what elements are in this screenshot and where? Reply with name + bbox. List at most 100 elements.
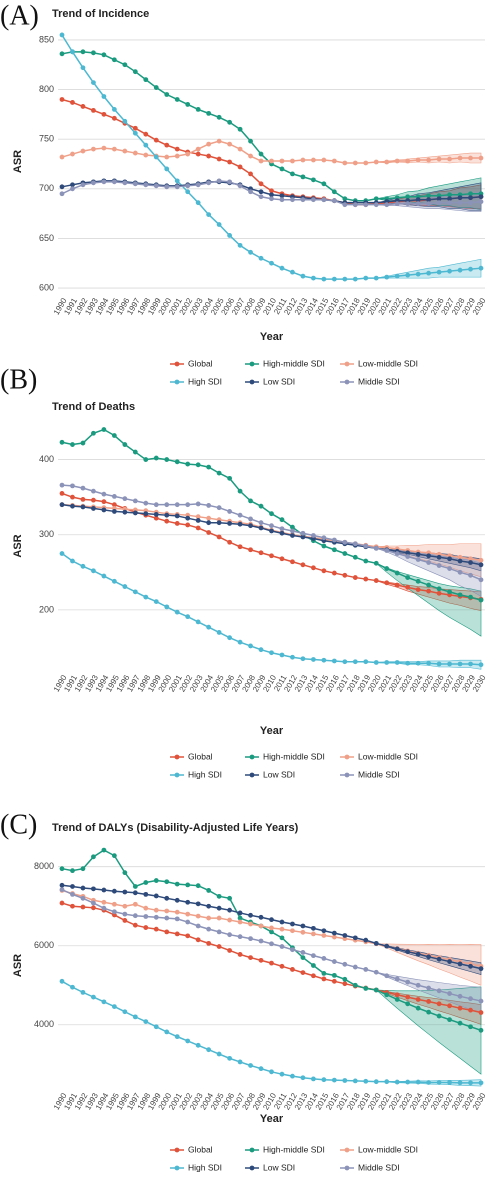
data-point <box>153 137 159 143</box>
y-tick-label: 800 <box>39 84 54 94</box>
data-point <box>394 997 400 1002</box>
data-point <box>468 560 473 565</box>
data-point <box>321 928 327 934</box>
data-point <box>269 917 274 923</box>
data-point <box>80 440 86 446</box>
legend-swatch <box>174 1165 180 1171</box>
legend-swatch <box>344 379 350 385</box>
data-point <box>195 923 201 929</box>
data-point <box>352 935 358 941</box>
data-point <box>468 1080 473 1086</box>
data-point <box>373 159 379 165</box>
data-point <box>478 662 484 668</box>
data-point <box>70 868 75 874</box>
data-point <box>426 197 432 203</box>
data-point <box>143 905 149 911</box>
data-point <box>363 160 369 166</box>
data-point <box>237 544 243 550</box>
data-point <box>101 507 107 513</box>
data-point <box>290 158 295 164</box>
data-point <box>216 915 222 921</box>
data-point <box>206 624 212 630</box>
legend-swatch <box>344 1147 350 1153</box>
data-point <box>143 182 149 188</box>
data-point <box>258 525 264 531</box>
data-point <box>132 589 138 595</box>
data-point <box>227 233 233 238</box>
data-point <box>426 201 432 207</box>
legend-label: Middle SDI <box>358 769 400 779</box>
data-point <box>384 943 390 949</box>
data-point <box>80 563 86 569</box>
data-point <box>227 895 233 901</box>
data-point <box>59 978 65 984</box>
data-point <box>258 647 264 653</box>
data-point <box>80 885 86 891</box>
data-point <box>70 49 75 55</box>
data-point <box>143 891 149 897</box>
data-point <box>174 1034 180 1040</box>
data-point <box>447 156 452 162</box>
data-point <box>132 181 138 187</box>
data-point <box>258 189 264 195</box>
data-point <box>279 265 285 271</box>
legend-label: Low-middle SDI <box>358 1144 418 1154</box>
data-point <box>394 976 400 982</box>
data-point <box>227 917 233 923</box>
data-point <box>185 189 191 195</box>
data-point <box>91 854 96 860</box>
data-point <box>59 32 65 38</box>
data-point <box>426 582 432 588</box>
data-point <box>405 1079 411 1085</box>
data-point <box>373 940 379 946</box>
data-point <box>436 156 442 162</box>
data-point <box>132 498 138 504</box>
data-point <box>216 138 222 144</box>
data-point <box>394 992 400 998</box>
data-point <box>111 1004 117 1009</box>
data-point <box>101 899 107 905</box>
data-point <box>373 202 379 208</box>
data-point <box>164 1029 170 1035</box>
data-point <box>185 502 191 508</box>
data-point <box>269 553 274 559</box>
data-point <box>405 979 411 985</box>
data-point <box>101 111 107 117</box>
legend-swatch <box>344 772 350 778</box>
data-point <box>279 652 285 658</box>
data-point <box>195 151 201 157</box>
data-point <box>258 520 264 526</box>
data-point <box>111 433 117 438</box>
data-point <box>373 987 379 993</box>
data-point <box>415 197 421 203</box>
data-point <box>342 276 348 282</box>
data-point <box>185 1038 191 1044</box>
data-point <box>311 973 316 979</box>
data-point <box>122 889 128 895</box>
data-point <box>447 192 452 198</box>
data-point <box>311 565 316 571</box>
data-point <box>248 189 253 195</box>
data-point <box>111 115 117 121</box>
data-point <box>185 151 191 157</box>
data-point <box>269 960 274 966</box>
data-point <box>373 578 379 583</box>
data-point <box>91 886 96 892</box>
data-point <box>237 183 243 189</box>
x-axis-title: Year <box>260 1113 284 1125</box>
data-point <box>195 619 201 625</box>
data-point <box>311 925 316 931</box>
data-point <box>206 888 212 893</box>
data-point <box>363 659 369 665</box>
data-point <box>91 180 96 186</box>
data-point <box>436 586 442 592</box>
data-point <box>384 548 390 553</box>
data-point <box>331 276 337 282</box>
data-point <box>290 928 295 934</box>
data-point <box>216 1051 222 1057</box>
data-point <box>59 887 65 893</box>
data-point <box>80 895 86 901</box>
y-tick-label: 4000 <box>34 1019 54 1029</box>
data-point <box>384 202 390 208</box>
data-point <box>415 1005 421 1011</box>
